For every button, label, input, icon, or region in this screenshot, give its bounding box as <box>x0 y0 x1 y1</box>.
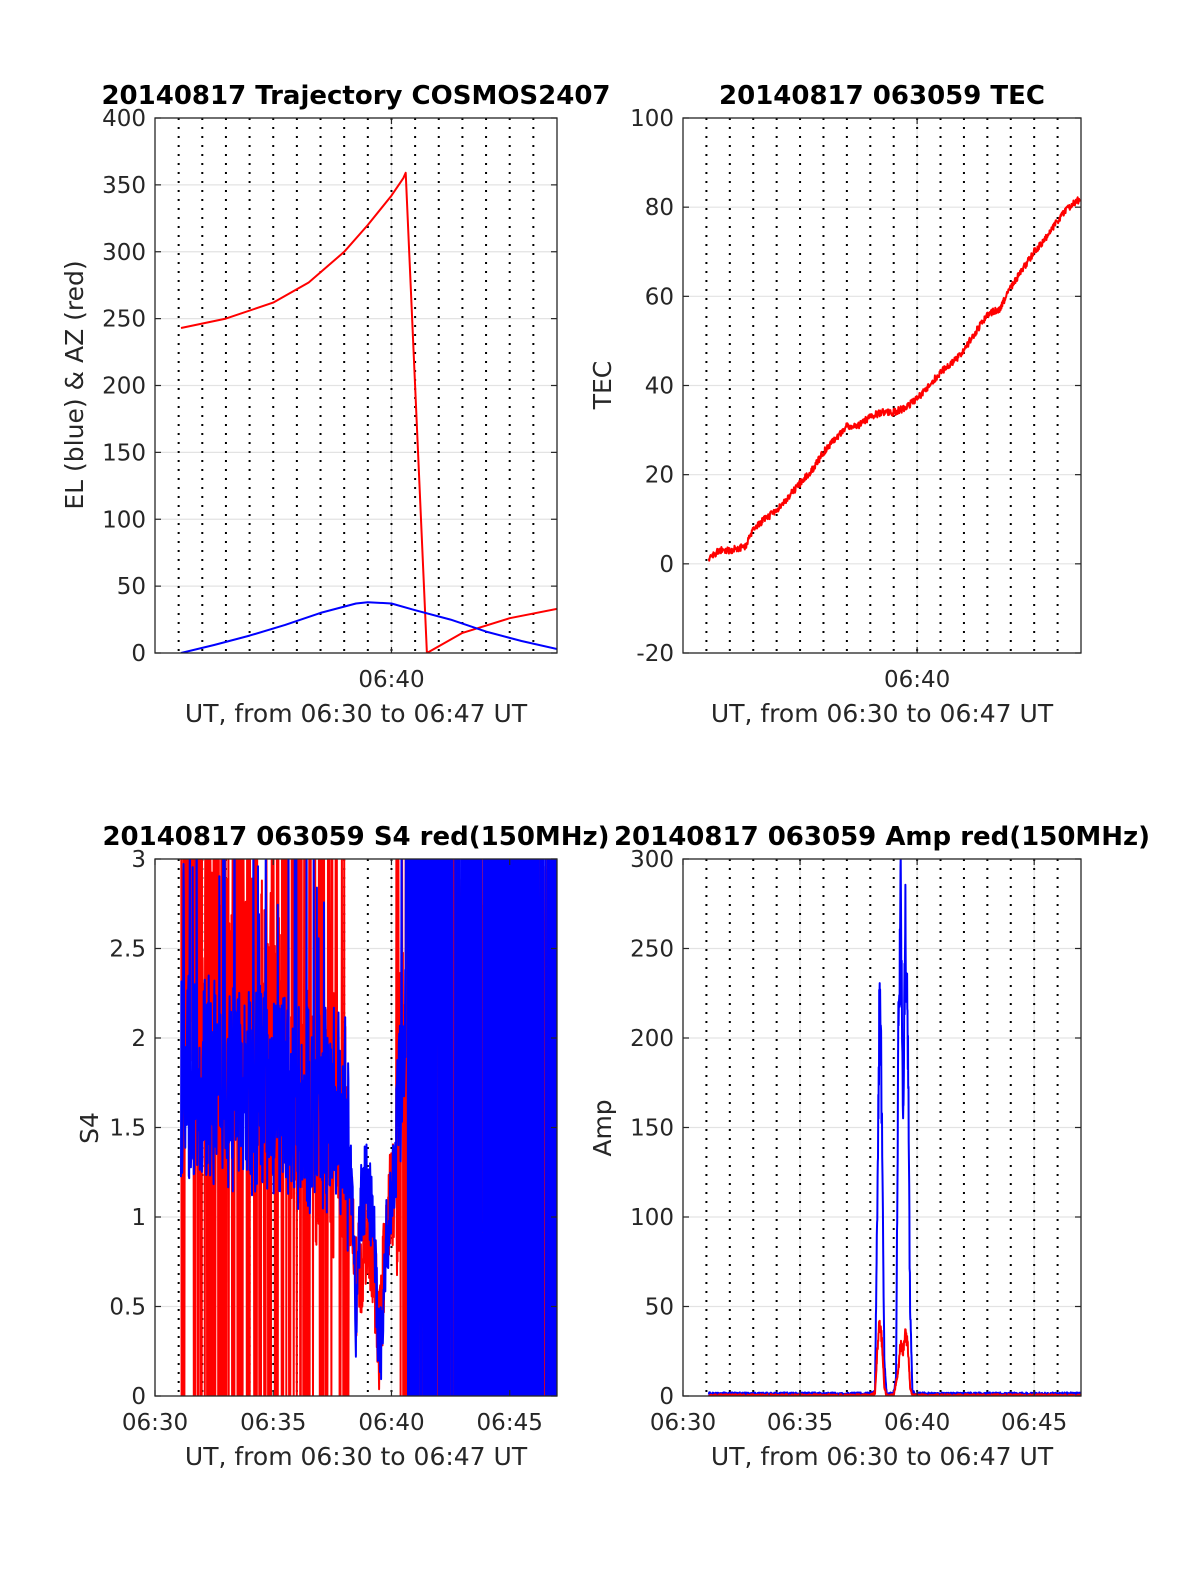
amp-xtick-label: 06:40 <box>884 1410 950 1436</box>
amp-xtick-label: 06:45 <box>1001 1410 1067 1436</box>
amp-title: 20140817 063059 Amp red(150MHz) <box>614 822 1150 852</box>
tec-xtick-label: 06:40 <box>884 667 950 693</box>
amp-ytick-label: 0 <box>659 1384 674 1410</box>
trajectory-xlabel: UT, from 06:30 to 06:47 UT <box>185 699 528 728</box>
tec-ytick-label: 80 <box>645 195 674 221</box>
amp-ytick-label: 50 <box>645 1295 674 1321</box>
trajectory-title: 20140817 Trajectory COSMOS2407 <box>101 81 610 111</box>
trajectory-ytick-label: 300 <box>102 240 146 266</box>
trajectory-series-line <box>180 171 557 653</box>
s4-ytick-label: 2.5 <box>109 937 146 963</box>
s4-ytick-label: 0 <box>131 1384 146 1410</box>
trajectory-ytick-label: 400 <box>102 106 146 132</box>
tec-ylabel: TEC <box>588 361 617 411</box>
trajectory-ytick-label: 200 <box>102 374 146 400</box>
trajectory-ytick-label: 0 <box>131 641 146 667</box>
tec-ytick-label: 100 <box>630 106 674 132</box>
tec-xlabel: UT, from 06:30 to 06:47 UT <box>711 699 1054 728</box>
tec-title: 20140817 063059 TEC <box>719 81 1045 111</box>
tec-ytick-label: 40 <box>645 374 674 400</box>
amp-ytick-label: 150 <box>630 1116 674 1142</box>
s4-title: 20140817 063059 S4 red(150MHz) <box>102 822 609 852</box>
s4-xtick-label: 06:30 <box>122 1410 188 1436</box>
s4-xtick-label: 06:35 <box>240 1410 306 1436</box>
amp-ytick-label: 100 <box>630 1205 674 1231</box>
s4-series-line <box>180 859 557 1396</box>
tec-series-line <box>707 196 1081 562</box>
amp-xtick-label: 06:30 <box>650 1410 716 1436</box>
tec-panel: -20 0 20 40 60 80 100 06:40 20140817 063059 TEC… <box>588 81 1082 728</box>
trajectory-series-line <box>180 601 557 653</box>
trajectory-axes-box <box>154 117 558 654</box>
trajectory-ytick-label: 50 <box>117 574 146 600</box>
tec-axes-box <box>682 117 1082 654</box>
tec-ytick-label: -20 <box>636 641 674 667</box>
s4-ytick-label: 1.5 <box>109 1116 146 1142</box>
s4-xlabel: UT, from 06:30 to 06:47 UT <box>185 1442 528 1471</box>
amp-xlabel: UT, from 06:30 to 06:47 UT <box>711 1442 1054 1471</box>
trajectory-ytick-label: 100 <box>102 507 146 533</box>
tec-ytick-label: 20 <box>645 463 674 489</box>
amp-ylabel: Amp <box>588 1099 617 1156</box>
amp-panel: 0 50 100 150 200 250 300 06:30 06:35 06:40 06:45 2… <box>588 822 1150 1471</box>
amp-ytick-label: 300 <box>630 847 674 873</box>
s4-ylabel: S4 <box>75 1112 104 1144</box>
trajectory-ytick-label: 350 <box>102 173 146 199</box>
tec-ytick-label: 60 <box>645 284 674 310</box>
s4-ytick-label: 0.5 <box>109 1295 146 1321</box>
trajectory-ytick-label: 250 <box>102 307 146 333</box>
s4-panel: 0 0.5 1 1.5 2 2.5 3 06:30 06:35 06:40 06:45 201408… <box>75 822 610 1471</box>
s4-xtick-label: 06:40 <box>358 1410 424 1436</box>
s4-ytick-label: 1 <box>131 1205 146 1231</box>
trajectory-panel: 0 50 100 150 200 250 300 350 400 06:40 20140817 T… <box>60 81 611 728</box>
amp-series-line <box>708 1319 1081 1396</box>
s4-ytick-label: 3 <box>131 847 146 873</box>
trajectory-ytick-label: 150 <box>102 440 146 466</box>
s4-ytick-label: 2 <box>131 1026 146 1052</box>
trajectory-xtick-label: 06:40 <box>358 667 424 693</box>
tec-ytick-label: 0 <box>659 552 674 578</box>
amp-ytick-label: 200 <box>630 1026 674 1052</box>
amp-ytick-label: 250 <box>630 937 674 963</box>
trajectory-ylabel: EL (blue) & AZ (red) <box>60 260 89 509</box>
amp-axes-box <box>682 858 1082 1397</box>
s4-xtick-label: 06:45 <box>477 1410 543 1436</box>
s4-axes-box <box>154 858 558 1397</box>
amp-xtick-label: 06:35 <box>767 1410 833 1436</box>
